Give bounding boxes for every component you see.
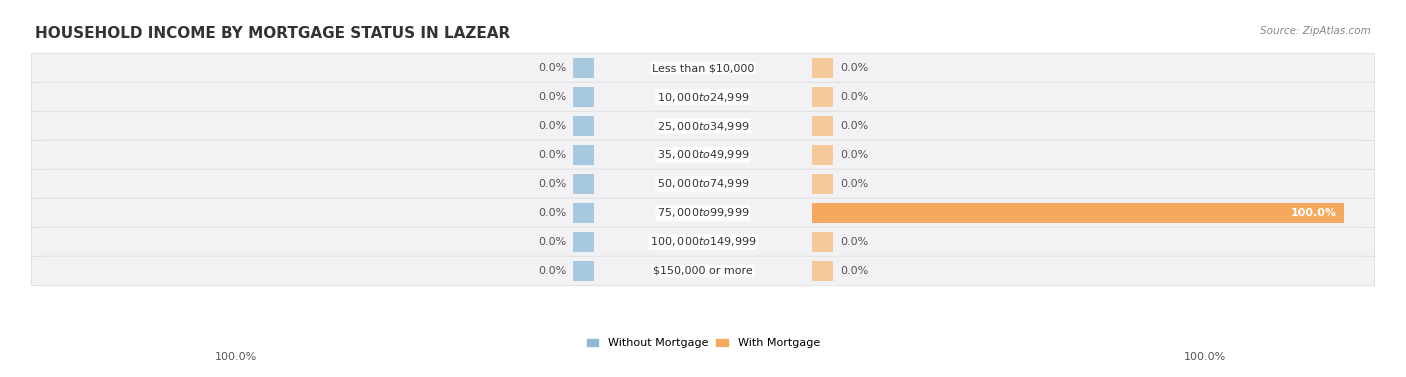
Text: 0.0%: 0.0% (538, 237, 567, 247)
FancyBboxPatch shape (31, 140, 1375, 170)
Text: 0.0%: 0.0% (839, 63, 868, 73)
Text: $100,000 to $149,999: $100,000 to $149,999 (650, 236, 756, 248)
Bar (811, 58, 832, 78)
FancyBboxPatch shape (31, 53, 1375, 83)
Text: $50,000 to $74,999: $50,000 to $74,999 (657, 178, 749, 190)
Text: 100.0%: 100.0% (215, 352, 257, 362)
Text: $75,000 to $99,999: $75,000 to $99,999 (657, 207, 749, 219)
Bar (811, 87, 832, 107)
Text: 0.0%: 0.0% (538, 63, 567, 73)
FancyBboxPatch shape (31, 198, 1375, 228)
Text: $35,000 to $49,999: $35,000 to $49,999 (657, 149, 749, 161)
Legend: Without Mortgage, With Mortgage: Without Mortgage, With Mortgage (586, 338, 820, 348)
Bar (811, 203, 1344, 223)
FancyBboxPatch shape (31, 111, 1375, 141)
Text: Less than $10,000: Less than $10,000 (652, 63, 754, 73)
Text: $25,000 to $34,999: $25,000 to $34,999 (657, 120, 749, 132)
Text: 0.0%: 0.0% (839, 92, 868, 102)
Text: 100.0%: 100.0% (1184, 352, 1226, 362)
Bar (574, 87, 595, 107)
Text: 0.0%: 0.0% (538, 121, 567, 131)
Bar (574, 58, 595, 78)
Text: 100.0%: 100.0% (1291, 208, 1337, 218)
Text: 0.0%: 0.0% (839, 150, 868, 160)
Bar (811, 174, 832, 194)
Bar (574, 145, 595, 165)
Text: 0.0%: 0.0% (839, 179, 868, 189)
Text: 0.0%: 0.0% (538, 179, 567, 189)
FancyBboxPatch shape (31, 82, 1375, 112)
Text: $10,000 to $24,999: $10,000 to $24,999 (657, 90, 749, 104)
FancyBboxPatch shape (31, 169, 1375, 199)
FancyBboxPatch shape (31, 256, 1375, 286)
Text: 0.0%: 0.0% (538, 266, 567, 276)
Bar (811, 116, 832, 136)
Bar (811, 261, 832, 281)
Bar (574, 232, 595, 252)
Text: $150,000 or more: $150,000 or more (654, 266, 752, 276)
Bar (574, 203, 595, 223)
FancyBboxPatch shape (31, 227, 1375, 257)
Bar (574, 174, 595, 194)
Text: 0.0%: 0.0% (538, 92, 567, 102)
Bar (574, 261, 595, 281)
Bar (574, 116, 595, 136)
Text: 0.0%: 0.0% (538, 150, 567, 160)
Text: 0.0%: 0.0% (839, 237, 868, 247)
Bar (811, 232, 832, 252)
Text: 0.0%: 0.0% (839, 266, 868, 276)
Bar (811, 145, 832, 165)
Text: Source: ZipAtlas.com: Source: ZipAtlas.com (1260, 26, 1371, 37)
Text: 0.0%: 0.0% (839, 121, 868, 131)
Text: 0.0%: 0.0% (538, 208, 567, 218)
Text: HOUSEHOLD INCOME BY MORTGAGE STATUS IN LAZEAR: HOUSEHOLD INCOME BY MORTGAGE STATUS IN L… (35, 26, 510, 41)
